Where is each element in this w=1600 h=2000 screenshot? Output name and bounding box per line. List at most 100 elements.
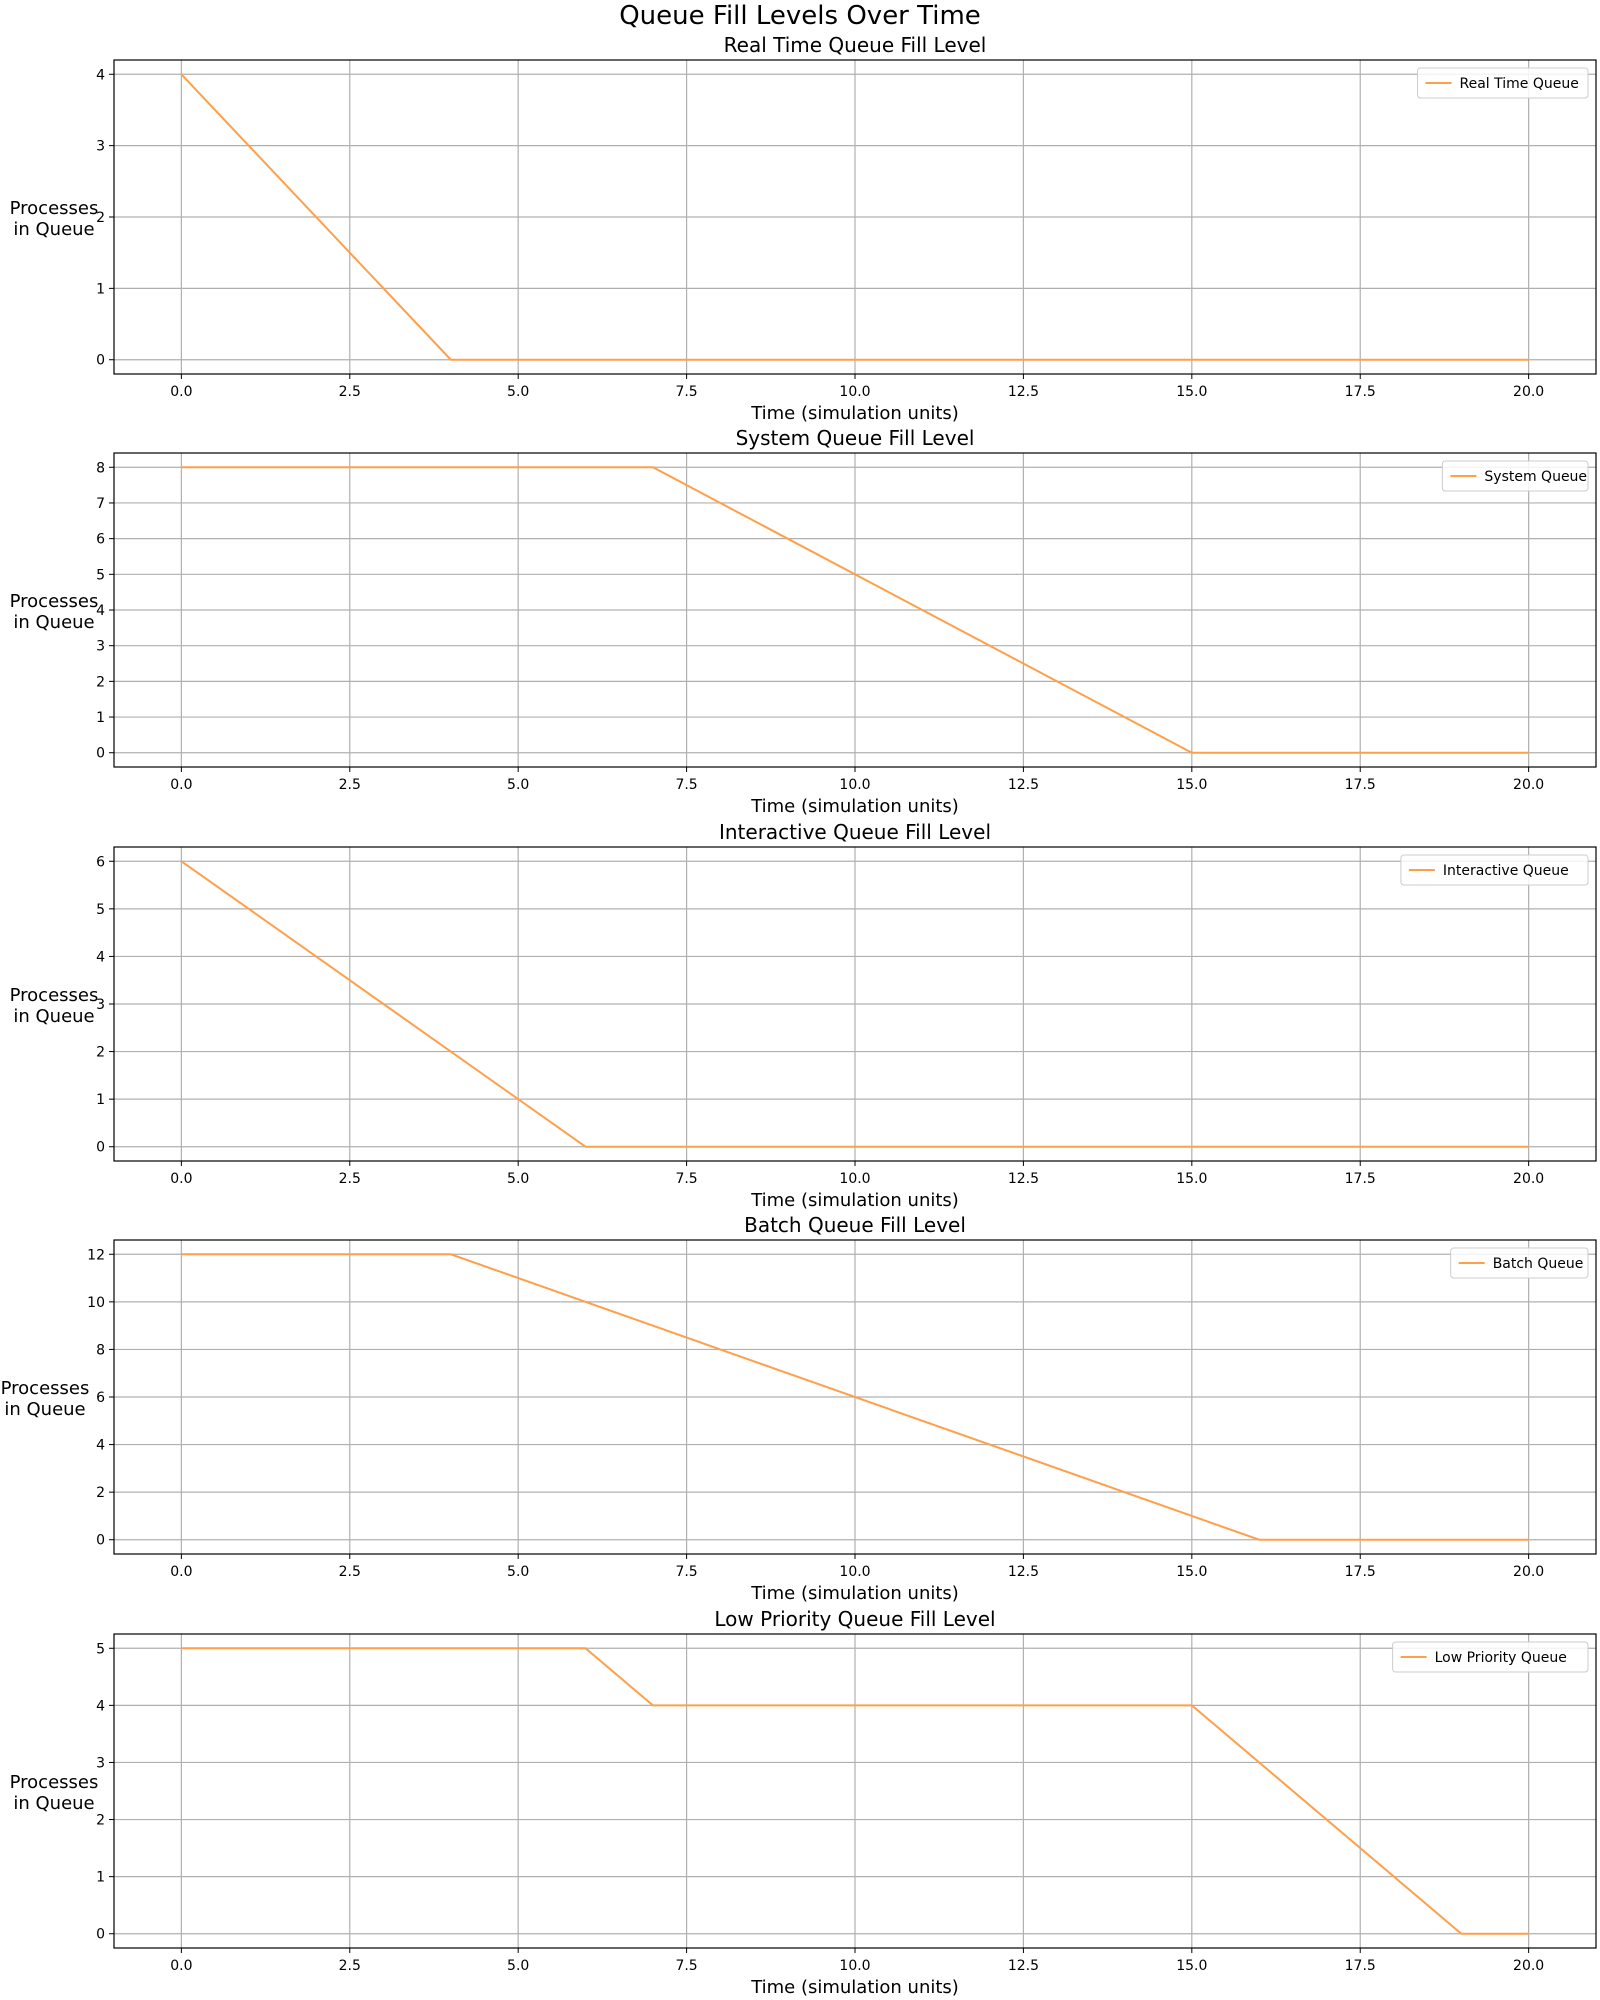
y-tick-label: 5 [96, 1641, 105, 1657]
y-axis-label: in Queue [4, 1399, 85, 1420]
legend-box [1417, 67, 1589, 99]
legend: System Queue [1441, 460, 1589, 492]
x-axis-label: Time (simulation units) [750, 1977, 959, 1998]
x-tick-label: 7.5 [675, 1958, 697, 1974]
y-tick-label: 4 [96, 67, 105, 83]
y-tick-label: 6 [96, 532, 105, 548]
x-tick-label: 0.0 [170, 1958, 192, 1974]
y-tick-label: 1 [96, 281, 105, 297]
x-tick-label: 15.0 [1176, 1171, 1207, 1187]
y-tick-label: 8 [96, 1342, 105, 1358]
y-tick-label: 4 [96, 1438, 105, 1454]
x-tick-label: 12.5 [1008, 1171, 1039, 1187]
x-tick-label: 15.0 [1176, 777, 1207, 793]
x-tick-label: 7.5 [675, 1171, 697, 1187]
axes-frame [113, 1633, 1597, 1949]
panel-title: Real Time Queue Fill Level [724, 33, 987, 57]
x-tick-label: 17.5 [1345, 1171, 1376, 1187]
x-tick-label: 5.0 [507, 777, 529, 793]
x-tick-label: 17.5 [1345, 384, 1376, 400]
x-tick-label: 20.0 [1513, 1958, 1544, 1974]
interactive-queue-panel: 0.0 2.5 5.0 7.5 10.0 12.5 15.0 17.5 20.0 0 1 2 3 4 5 6 I… [10, 820, 1597, 1211]
legend: Batch Queue [1450, 1247, 1589, 1279]
y-axis-label: in Queue [13, 612, 94, 633]
axes-frame [113, 1239, 1597, 1555]
legend-label: Batch Queue [1493, 1256, 1584, 1272]
interactive-queue-line [180, 860, 1529, 1148]
y-tick-label: 4 [96, 1698, 105, 1714]
legend-box [1450, 1247, 1589, 1279]
legend-label: System Queue [1484, 469, 1587, 485]
y-tick-label: 0 [96, 1927, 105, 1943]
x-tick-label: 10.0 [839, 1171, 870, 1187]
y-tick-label: 2 [96, 1813, 105, 1829]
y-axis-label: Processes [10, 1772, 99, 1793]
x-tick-label: 2.5 [339, 1958, 361, 1974]
x-tick-label: 20.0 [1513, 777, 1544, 793]
x-axis-label: Time (simulation units) [750, 1583, 959, 1604]
low-priority-queue-panel: 0.0 2.5 5.0 7.5 10.0 12.5 15.0 17.5 20.0 0 1 2 3 4 5 Lo… [10, 1607, 1597, 1998]
legend: Low Priority Queue [1392, 1641, 1589, 1673]
x-tick-label: 12.5 [1008, 1564, 1039, 1580]
x-tick-label: 17.5 [1345, 1564, 1376, 1580]
panel-title: System Queue Fill Level [736, 426, 975, 450]
x-tick-label: 7.5 [675, 384, 697, 400]
figure-title: Queue Fill Levels Over Time [619, 1, 981, 31]
legend-box [1400, 854, 1589, 886]
y-tick-label: 2 [96, 1045, 105, 1061]
y-tick-label: 2 [96, 674, 105, 690]
legend-box [1441, 460, 1589, 492]
real-time-queue-panel: 0.0 2.5 5.0 7.5 10.0 12.5 15.0 17.5 20.0 0 1 2 3 4 Rea… [10, 33, 1597, 424]
x-tick-label: 7.5 [675, 777, 697, 793]
y-tick-label: 2 [96, 210, 105, 226]
x-tick-label: 12.5 [1008, 384, 1039, 400]
x-tick-label: 20.0 [1513, 384, 1544, 400]
x-tick-label: 20.0 [1513, 1564, 1544, 1580]
x-tick-label: 0.0 [170, 1564, 192, 1580]
real-time-queue-line [180, 73, 1529, 361]
y-tick-label: 5 [96, 902, 105, 918]
y-tick-label: 3 [96, 1755, 105, 1771]
x-tick-label: 15.0 [1176, 1564, 1207, 1580]
y-axis-label: Processes [10, 198, 99, 219]
y-axis-label: in Queue [13, 1793, 94, 1814]
batch-queue-line [181, 1253, 1529, 1541]
y-tick-label: 1 [96, 710, 105, 726]
x-tick-label: 10.0 [839, 777, 870, 793]
x-axis-label: Time (simulation units) [750, 1190, 959, 1211]
y-tick-label: 4 [96, 949, 105, 965]
x-tick-label: 5.0 [507, 1171, 529, 1187]
panel-title: Interactive Queue Fill Level [719, 820, 991, 844]
y-tick-label: 3 [96, 639, 105, 655]
y-tick-label: 0 [96, 746, 105, 762]
panel-title: Low Priority Queue Fill Level [714, 1607, 995, 1631]
x-tick-label: 5.0 [507, 1564, 529, 1580]
y-tick-label: 6 [96, 1390, 105, 1406]
legend-label: Low Priority Queue [1435, 1650, 1567, 1666]
axes-frame [113, 846, 1597, 1162]
x-tick-label: 12.5 [1008, 1958, 1039, 1974]
y-axis-label: Processes [1, 1378, 90, 1399]
x-tick-label: 2.5 [339, 384, 361, 400]
x-tick-label: 0.0 [170, 777, 192, 793]
batch-queue-panel: 0.0 2.5 5.0 7.5 10.0 12.5 15.0 17.5 20.0 0 2 4 6 8 10 1… [1, 1213, 1597, 1604]
y-axis-label: Processes [10, 591, 99, 612]
x-tick-label: 17.5 [1345, 1958, 1376, 1974]
x-tick-label: 10.0 [839, 1564, 870, 1580]
y-axis-label: in Queue [13, 1006, 94, 1027]
axes-frame [113, 452, 1597, 768]
y-tick-label: 0 [96, 353, 105, 369]
x-tick-label: 0.0 [170, 1171, 192, 1187]
x-tick-label: 2.5 [339, 1564, 361, 1580]
y-tick-label: 1 [96, 1092, 105, 1108]
x-tick-label: 17.5 [1345, 777, 1376, 793]
y-tick-label: 5 [96, 567, 105, 583]
y-tick-label: 0 [96, 1533, 105, 1549]
y-tick-label: 3 [96, 997, 105, 1013]
x-axis-label: Time (simulation units) [750, 403, 959, 424]
x-tick-label: 12.5 [1008, 777, 1039, 793]
system-queue-line [181, 466, 1529, 754]
y-tick-label: 6 [96, 854, 105, 870]
y-tick-label: 1 [96, 1870, 105, 1886]
y-tick-label: 10 [87, 1295, 105, 1311]
